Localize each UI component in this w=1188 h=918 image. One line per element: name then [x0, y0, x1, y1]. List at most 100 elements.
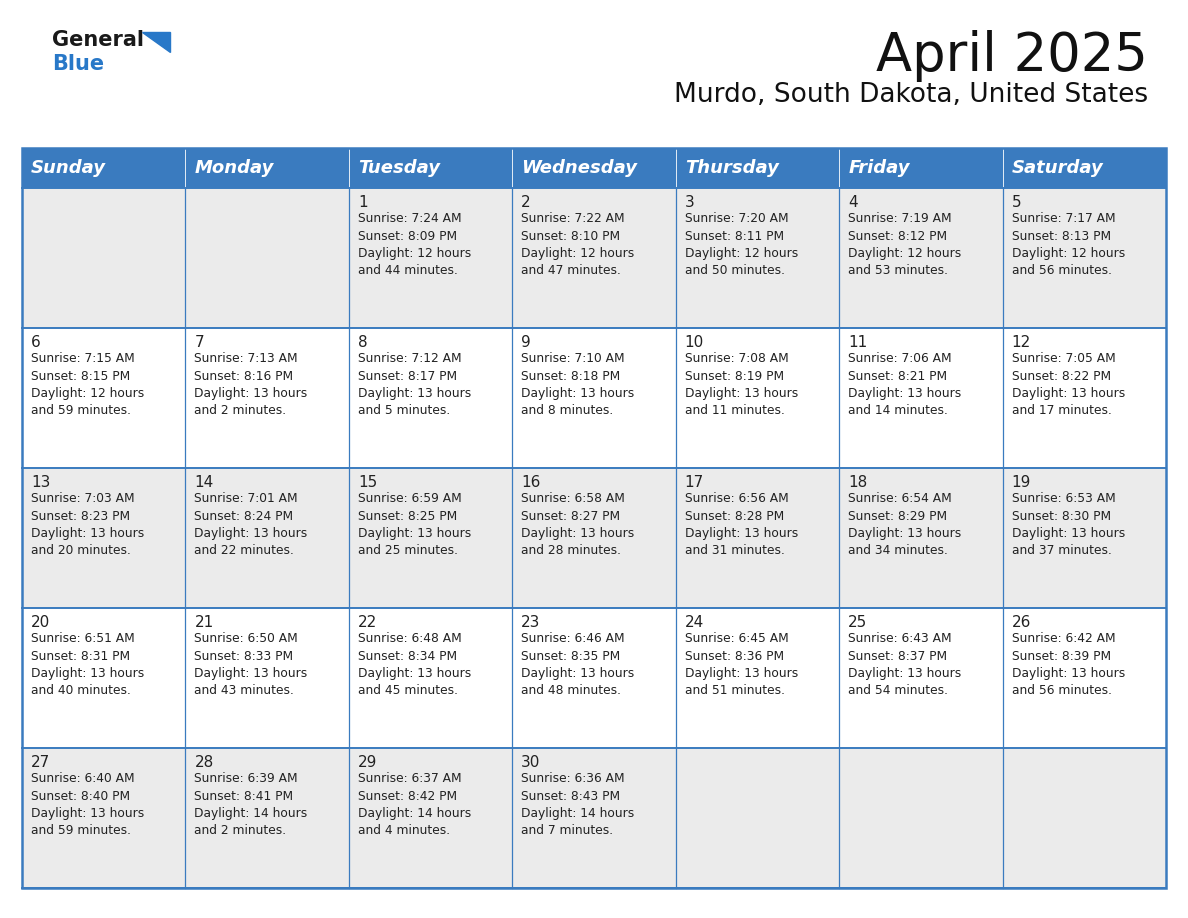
- Text: Sunrise: 6:51 AM
Sunset: 8:31 PM
Daylight: 13 hours
and 40 minutes.: Sunrise: 6:51 AM Sunset: 8:31 PM Dayligh…: [31, 632, 144, 698]
- Bar: [23, 748, 185, 888]
- Bar: [839, 468, 1003, 608]
- Bar: [23, 188, 185, 328]
- Bar: [512, 748, 676, 888]
- Text: Sunrise: 6:39 AM
Sunset: 8:41 PM
Daylight: 14 hours
and 2 minutes.: Sunrise: 6:39 AM Sunset: 8:41 PM Dayligh…: [195, 772, 308, 837]
- Bar: [1003, 608, 1165, 748]
- Bar: [512, 328, 676, 468]
- Bar: [839, 188, 1003, 328]
- Text: Sunrise: 6:43 AM
Sunset: 8:37 PM
Daylight: 13 hours
and 54 minutes.: Sunrise: 6:43 AM Sunset: 8:37 PM Dayligh…: [848, 632, 961, 698]
- Bar: [839, 608, 1003, 748]
- Text: Sunrise: 6:54 AM
Sunset: 8:29 PM
Daylight: 13 hours
and 34 minutes.: Sunrise: 6:54 AM Sunset: 8:29 PM Dayligh…: [848, 492, 961, 557]
- Bar: [23, 148, 1165, 888]
- Text: Sunrise: 7:08 AM
Sunset: 8:19 PM
Daylight: 13 hours
and 11 minutes.: Sunrise: 7:08 AM Sunset: 8:19 PM Dayligh…: [684, 352, 798, 418]
- Text: 14: 14: [195, 475, 214, 490]
- Text: Sunrise: 6:56 AM
Sunset: 8:28 PM
Daylight: 13 hours
and 31 minutes.: Sunrise: 6:56 AM Sunset: 8:28 PM Dayligh…: [684, 492, 798, 557]
- Text: 20: 20: [31, 615, 50, 630]
- Bar: [185, 148, 349, 188]
- Bar: [839, 748, 1003, 888]
- Bar: [349, 148, 512, 188]
- Bar: [23, 328, 185, 468]
- Text: Sunrise: 6:45 AM
Sunset: 8:36 PM
Daylight: 13 hours
and 51 minutes.: Sunrise: 6:45 AM Sunset: 8:36 PM Dayligh…: [684, 632, 798, 698]
- Bar: [512, 608, 676, 748]
- Text: 27: 27: [31, 755, 50, 770]
- Text: 19: 19: [1011, 475, 1031, 490]
- Text: 29: 29: [358, 755, 378, 770]
- Text: Sunrise: 6:42 AM
Sunset: 8:39 PM
Daylight: 13 hours
and 56 minutes.: Sunrise: 6:42 AM Sunset: 8:39 PM Dayligh…: [1011, 632, 1125, 698]
- Text: Sunrise: 6:46 AM
Sunset: 8:35 PM
Daylight: 13 hours
and 48 minutes.: Sunrise: 6:46 AM Sunset: 8:35 PM Dayligh…: [522, 632, 634, 698]
- Text: Friday: Friday: [848, 159, 910, 177]
- Text: Murdo, South Dakota, United States: Murdo, South Dakota, United States: [674, 82, 1148, 108]
- Text: Sunrise: 6:50 AM
Sunset: 8:33 PM
Daylight: 13 hours
and 43 minutes.: Sunrise: 6:50 AM Sunset: 8:33 PM Dayligh…: [195, 632, 308, 698]
- Bar: [349, 188, 512, 328]
- Text: Sunrise: 7:10 AM
Sunset: 8:18 PM
Daylight: 13 hours
and 8 minutes.: Sunrise: 7:10 AM Sunset: 8:18 PM Dayligh…: [522, 352, 634, 418]
- Bar: [185, 188, 349, 328]
- Text: Sunrise: 6:48 AM
Sunset: 8:34 PM
Daylight: 13 hours
and 45 minutes.: Sunrise: 6:48 AM Sunset: 8:34 PM Dayligh…: [358, 632, 472, 698]
- Text: Sunrise: 7:03 AM
Sunset: 8:23 PM
Daylight: 13 hours
and 20 minutes.: Sunrise: 7:03 AM Sunset: 8:23 PM Dayligh…: [31, 492, 144, 557]
- Text: 11: 11: [848, 335, 867, 350]
- Text: General: General: [52, 30, 144, 50]
- Text: Sunrise: 7:01 AM
Sunset: 8:24 PM
Daylight: 13 hours
and 22 minutes.: Sunrise: 7:01 AM Sunset: 8:24 PM Dayligh…: [195, 492, 308, 557]
- Text: 1: 1: [358, 195, 367, 210]
- Polygon shape: [143, 32, 170, 52]
- Text: Sunrise: 6:58 AM
Sunset: 8:27 PM
Daylight: 13 hours
and 28 minutes.: Sunrise: 6:58 AM Sunset: 8:27 PM Dayligh…: [522, 492, 634, 557]
- Text: 4: 4: [848, 195, 858, 210]
- Bar: [676, 608, 839, 748]
- Bar: [349, 328, 512, 468]
- Text: Sunday: Sunday: [31, 159, 106, 177]
- Bar: [349, 608, 512, 748]
- Bar: [1003, 328, 1165, 468]
- Text: 2: 2: [522, 195, 531, 210]
- Text: 10: 10: [684, 335, 704, 350]
- Text: 13: 13: [31, 475, 50, 490]
- Text: Sunrise: 6:36 AM
Sunset: 8:43 PM
Daylight: 14 hours
and 7 minutes.: Sunrise: 6:36 AM Sunset: 8:43 PM Dayligh…: [522, 772, 634, 837]
- Text: Sunrise: 7:15 AM
Sunset: 8:15 PM
Daylight: 12 hours
and 59 minutes.: Sunrise: 7:15 AM Sunset: 8:15 PM Dayligh…: [31, 352, 144, 418]
- Bar: [676, 188, 839, 328]
- Bar: [23, 468, 185, 608]
- Bar: [185, 468, 349, 608]
- Bar: [23, 608, 185, 748]
- Text: Sunrise: 7:05 AM
Sunset: 8:22 PM
Daylight: 13 hours
and 17 minutes.: Sunrise: 7:05 AM Sunset: 8:22 PM Dayligh…: [1011, 352, 1125, 418]
- Text: 12: 12: [1011, 335, 1031, 350]
- Text: 3: 3: [684, 195, 695, 210]
- Bar: [512, 188, 676, 328]
- Bar: [1003, 748, 1165, 888]
- Bar: [676, 328, 839, 468]
- Text: Tuesday: Tuesday: [358, 159, 440, 177]
- Bar: [1003, 148, 1165, 188]
- Text: 30: 30: [522, 755, 541, 770]
- Text: 24: 24: [684, 615, 704, 630]
- Bar: [349, 468, 512, 608]
- Text: Sunrise: 7:06 AM
Sunset: 8:21 PM
Daylight: 13 hours
and 14 minutes.: Sunrise: 7:06 AM Sunset: 8:21 PM Dayligh…: [848, 352, 961, 418]
- Bar: [512, 468, 676, 608]
- Text: Sunrise: 7:24 AM
Sunset: 8:09 PM
Daylight: 12 hours
and 44 minutes.: Sunrise: 7:24 AM Sunset: 8:09 PM Dayligh…: [358, 212, 472, 277]
- Text: Sunrise: 7:17 AM
Sunset: 8:13 PM
Daylight: 12 hours
and 56 minutes.: Sunrise: 7:17 AM Sunset: 8:13 PM Dayligh…: [1011, 212, 1125, 277]
- Text: 25: 25: [848, 615, 867, 630]
- Text: 18: 18: [848, 475, 867, 490]
- Bar: [676, 148, 839, 188]
- Bar: [839, 148, 1003, 188]
- Text: 16: 16: [522, 475, 541, 490]
- Text: Sunrise: 6:37 AM
Sunset: 8:42 PM
Daylight: 14 hours
and 4 minutes.: Sunrise: 6:37 AM Sunset: 8:42 PM Dayligh…: [358, 772, 472, 837]
- Text: Blue: Blue: [52, 54, 105, 74]
- Text: 7: 7: [195, 335, 204, 350]
- Text: 28: 28: [195, 755, 214, 770]
- Text: 26: 26: [1011, 615, 1031, 630]
- Bar: [512, 148, 676, 188]
- Text: Sunrise: 7:19 AM
Sunset: 8:12 PM
Daylight: 12 hours
and 53 minutes.: Sunrise: 7:19 AM Sunset: 8:12 PM Dayligh…: [848, 212, 961, 277]
- Text: 22: 22: [358, 615, 377, 630]
- Text: 17: 17: [684, 475, 704, 490]
- Text: Sunrise: 7:13 AM
Sunset: 8:16 PM
Daylight: 13 hours
and 2 minutes.: Sunrise: 7:13 AM Sunset: 8:16 PM Dayligh…: [195, 352, 308, 418]
- Text: Sunrise: 6:59 AM
Sunset: 8:25 PM
Daylight: 13 hours
and 25 minutes.: Sunrise: 6:59 AM Sunset: 8:25 PM Dayligh…: [358, 492, 472, 557]
- Text: Sunrise: 7:20 AM
Sunset: 8:11 PM
Daylight: 12 hours
and 50 minutes.: Sunrise: 7:20 AM Sunset: 8:11 PM Dayligh…: [684, 212, 798, 277]
- Text: Saturday: Saturday: [1011, 159, 1104, 177]
- Text: 23: 23: [522, 615, 541, 630]
- Text: 5: 5: [1011, 195, 1022, 210]
- Text: April 2025: April 2025: [876, 30, 1148, 82]
- Bar: [1003, 468, 1165, 608]
- Text: Monday: Monday: [195, 159, 273, 177]
- Text: Sunrise: 7:22 AM
Sunset: 8:10 PM
Daylight: 12 hours
and 47 minutes.: Sunrise: 7:22 AM Sunset: 8:10 PM Dayligh…: [522, 212, 634, 277]
- Bar: [676, 468, 839, 608]
- Bar: [23, 148, 185, 188]
- Text: 8: 8: [358, 335, 367, 350]
- Text: 9: 9: [522, 335, 531, 350]
